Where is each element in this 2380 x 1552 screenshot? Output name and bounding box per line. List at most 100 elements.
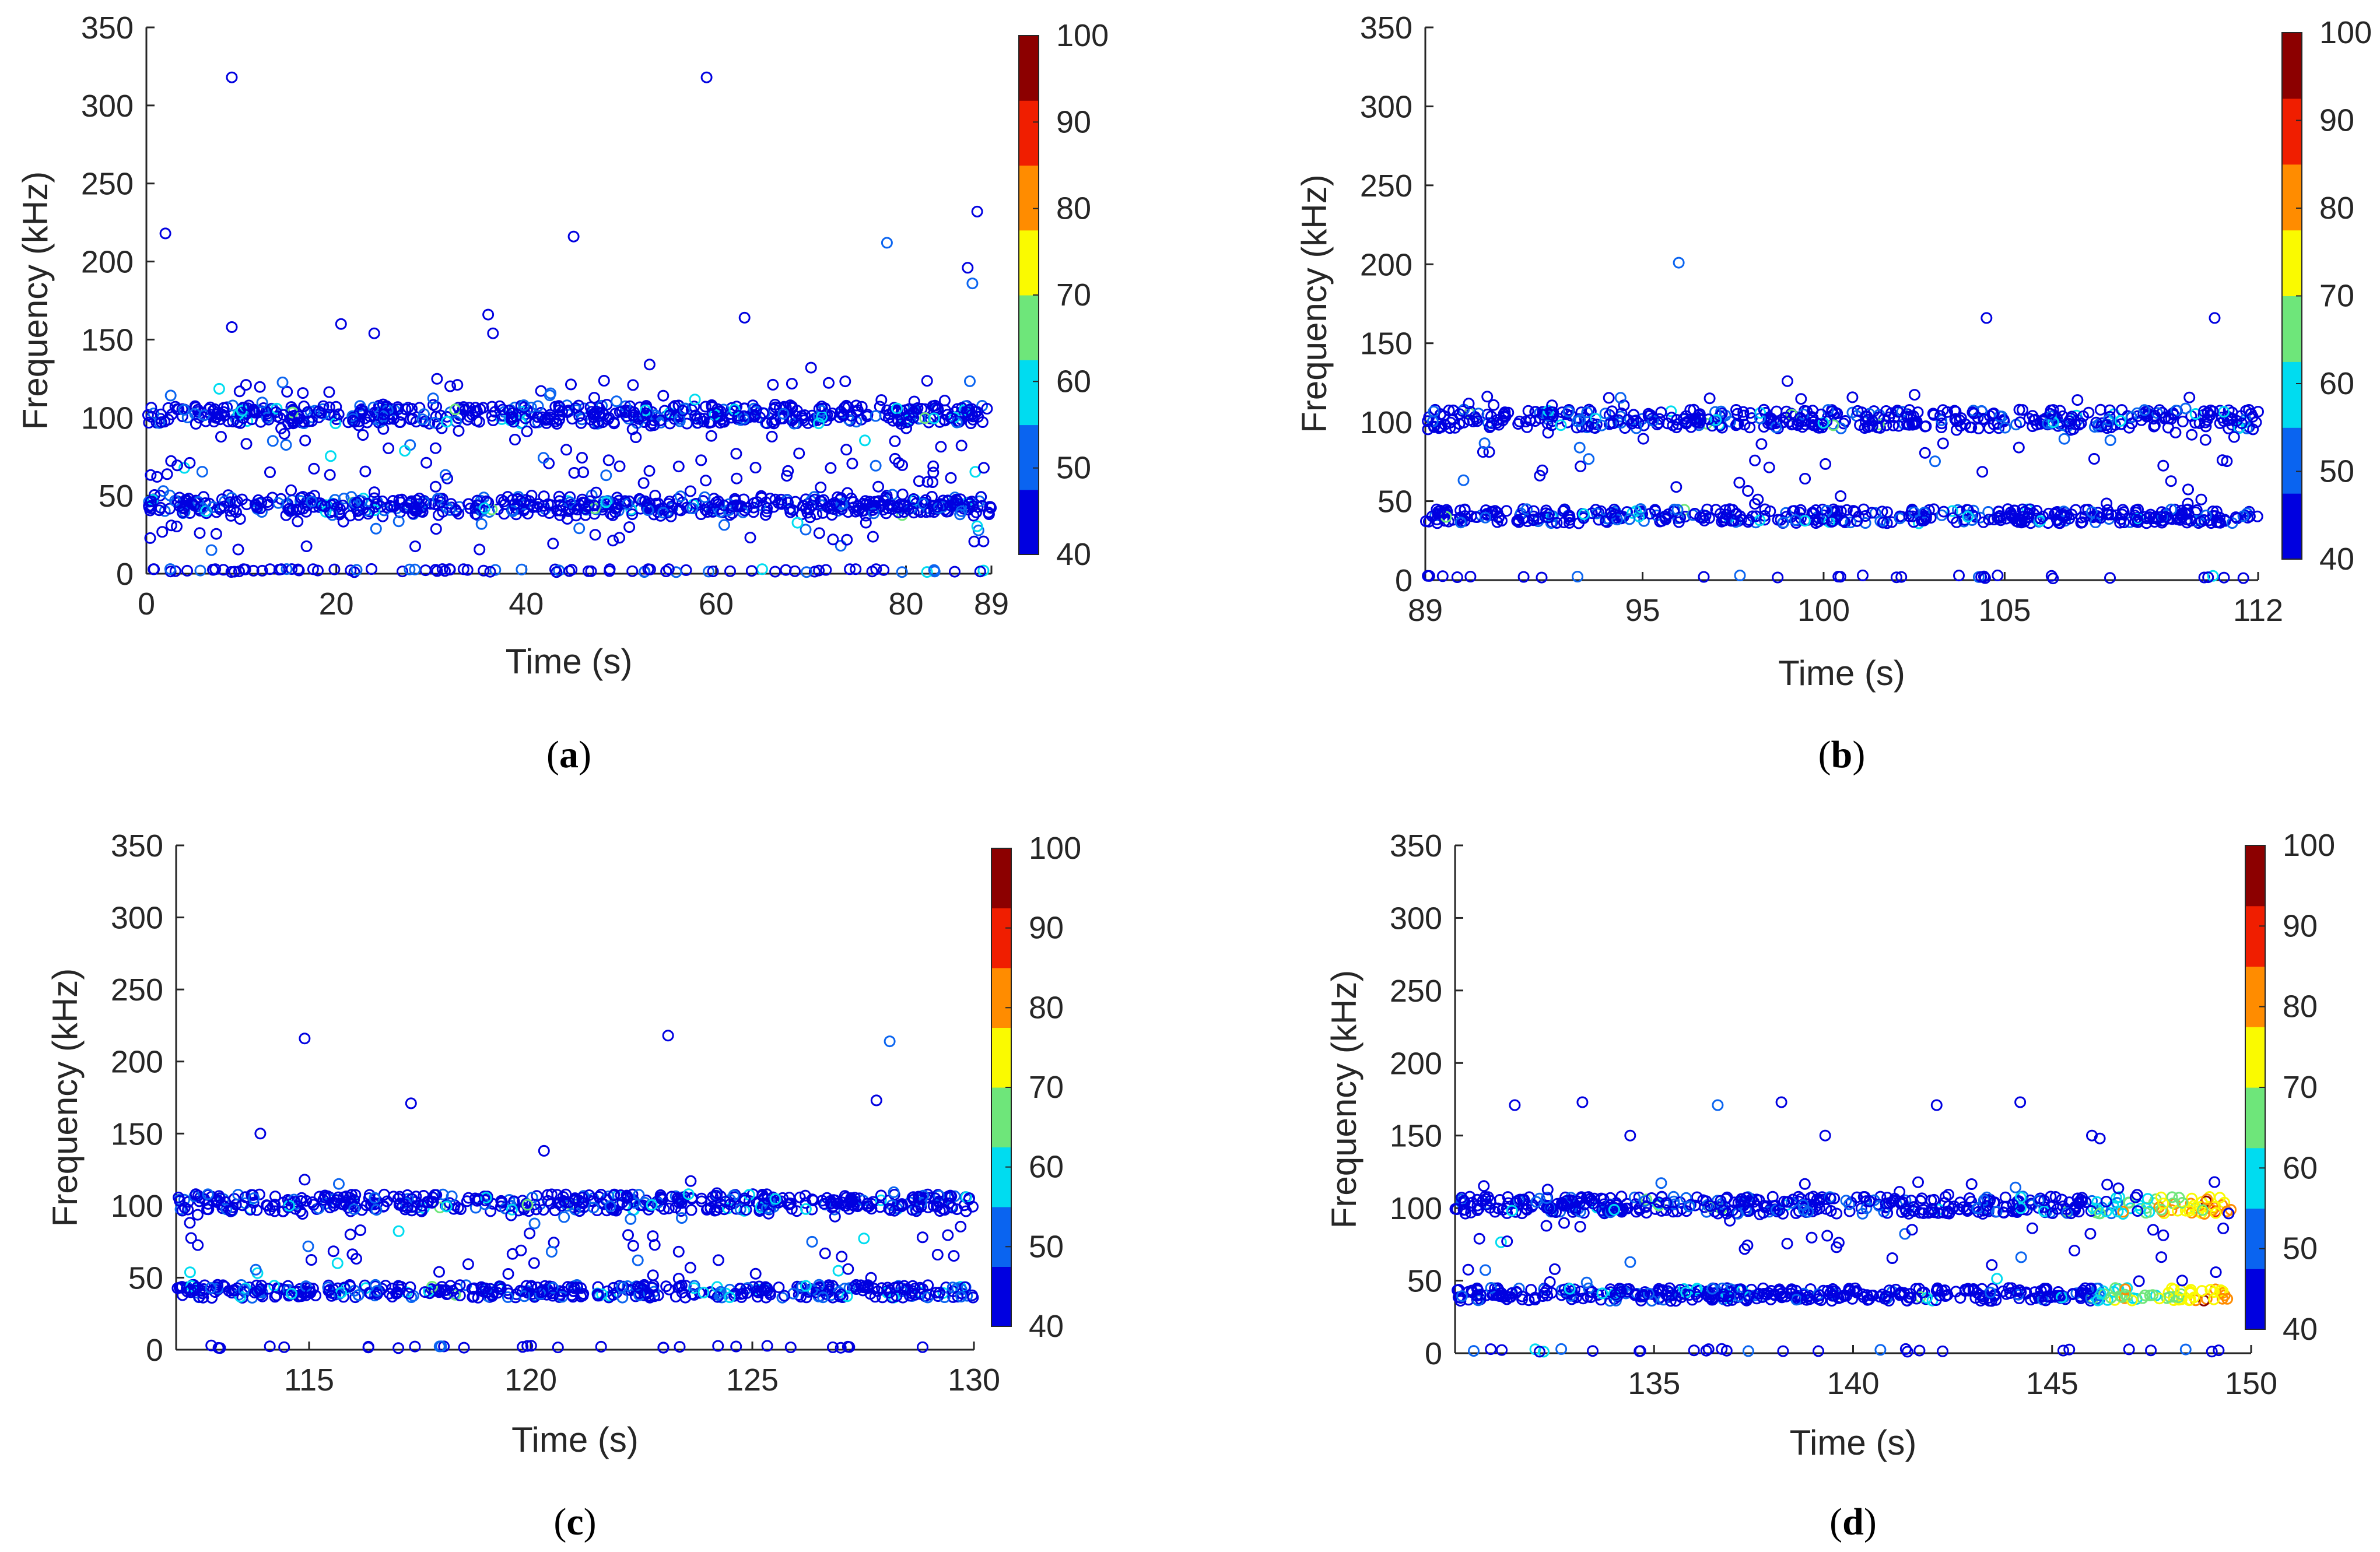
data-point (927, 460, 940, 472)
data-point (1991, 1273, 2003, 1285)
data-point (1683, 1200, 1695, 1213)
data-point (962, 262, 974, 274)
data-point (1756, 1291, 1768, 1303)
data-point (184, 1284, 197, 1296)
data-point (584, 413, 597, 426)
data-point (2208, 1293, 2220, 1305)
data-point (1549, 1263, 1561, 1275)
data-point (254, 503, 267, 514)
data-point (1451, 571, 1463, 583)
y-tick-label: 200 (1390, 1046, 1442, 1081)
data-point (966, 409, 978, 421)
data-point (1741, 1240, 1754, 1252)
data-point (484, 566, 496, 578)
data-point (1662, 1285, 1674, 1297)
data-point (404, 1281, 416, 1293)
data-point (2141, 512, 2153, 525)
data-point (1914, 1207, 1926, 1219)
data-point (835, 1288, 847, 1301)
data-point (735, 1288, 747, 1300)
data-point (1712, 1099, 1724, 1111)
data-point (1894, 1186, 1906, 1198)
data-point (906, 1287, 918, 1300)
data-point (1798, 1204, 1810, 1216)
data-point (888, 1205, 900, 1217)
y-tick-label: 250 (1390, 974, 1442, 1009)
data-point (299, 1174, 311, 1186)
data-point (1521, 503, 1533, 515)
data-point (1943, 1189, 1954, 1200)
colorbar-tick-label: 70 (2319, 279, 2354, 314)
data-point (1510, 1195, 1523, 1207)
data-point (2165, 475, 2177, 487)
x-tick-label: 100 (1797, 593, 1850, 628)
data-point (532, 400, 544, 412)
data-point (397, 566, 408, 578)
data-point (789, 496, 801, 508)
data-point (1480, 1264, 1491, 1276)
data-point (2148, 409, 2161, 422)
data-point (1447, 514, 1459, 526)
data-point (364, 410, 376, 423)
data-point (872, 480, 884, 493)
data-point (818, 1198, 830, 1210)
data-point (541, 417, 553, 429)
data-point (700, 71, 713, 83)
data-point (1990, 1206, 2003, 1218)
data-point (759, 509, 772, 521)
data-point (142, 409, 154, 421)
data-point (440, 416, 453, 428)
data-point (2114, 517, 2126, 529)
y-axis-label: Frequency (kHz) (1295, 174, 1334, 433)
data-point (1964, 1192, 1976, 1205)
data-point (616, 1281, 628, 1293)
data-point (281, 385, 293, 398)
data-point (1485, 417, 1498, 429)
data-point (561, 512, 573, 525)
data-point (1724, 1214, 1736, 1227)
data-point (813, 527, 825, 539)
data-point (862, 1279, 874, 1291)
data-point (1638, 1290, 1650, 1302)
data-point (1649, 504, 1661, 516)
data-point (1538, 1287, 1551, 1299)
data-point (764, 493, 776, 505)
data-point (145, 500, 157, 512)
data-point (328, 1197, 341, 1209)
y-tick-label: 50 (1377, 484, 1412, 519)
data-point (345, 564, 357, 577)
data-point (2176, 416, 2189, 427)
data-point (1473, 1233, 1485, 1245)
data-point (2038, 1205, 2050, 1217)
data-point (2014, 1284, 2026, 1296)
y-tick-label: 100 (1360, 405, 1412, 440)
data-point (2214, 1192, 2226, 1204)
data-point (724, 1198, 736, 1210)
data-point (2139, 1289, 2151, 1301)
panel-caption: (b) (1818, 733, 1866, 776)
data-point (1541, 1184, 1554, 1196)
data-point (1930, 1099, 1943, 1111)
data-point (2041, 1290, 2053, 1302)
data-point (1573, 1197, 1586, 1209)
data-point (1831, 1241, 1843, 1253)
data-point (1705, 1200, 1716, 1212)
data-point (1685, 1199, 1697, 1211)
data-point (307, 563, 319, 575)
data-point (2056, 1193, 2068, 1206)
data-point (2012, 516, 2024, 528)
data-point (579, 503, 591, 515)
data-point (2044, 408, 2056, 420)
data-point (197, 1287, 209, 1300)
data-point (1428, 421, 1440, 433)
data-point (614, 532, 626, 544)
data-point (724, 565, 736, 577)
data-point (731, 472, 743, 484)
data-point (1740, 1192, 1752, 1204)
data-point (1815, 1294, 1827, 1307)
data-point (369, 504, 381, 516)
data-point (1716, 1343, 1728, 1355)
data-point (2137, 1292, 2148, 1304)
data-point (2141, 1193, 2154, 1205)
